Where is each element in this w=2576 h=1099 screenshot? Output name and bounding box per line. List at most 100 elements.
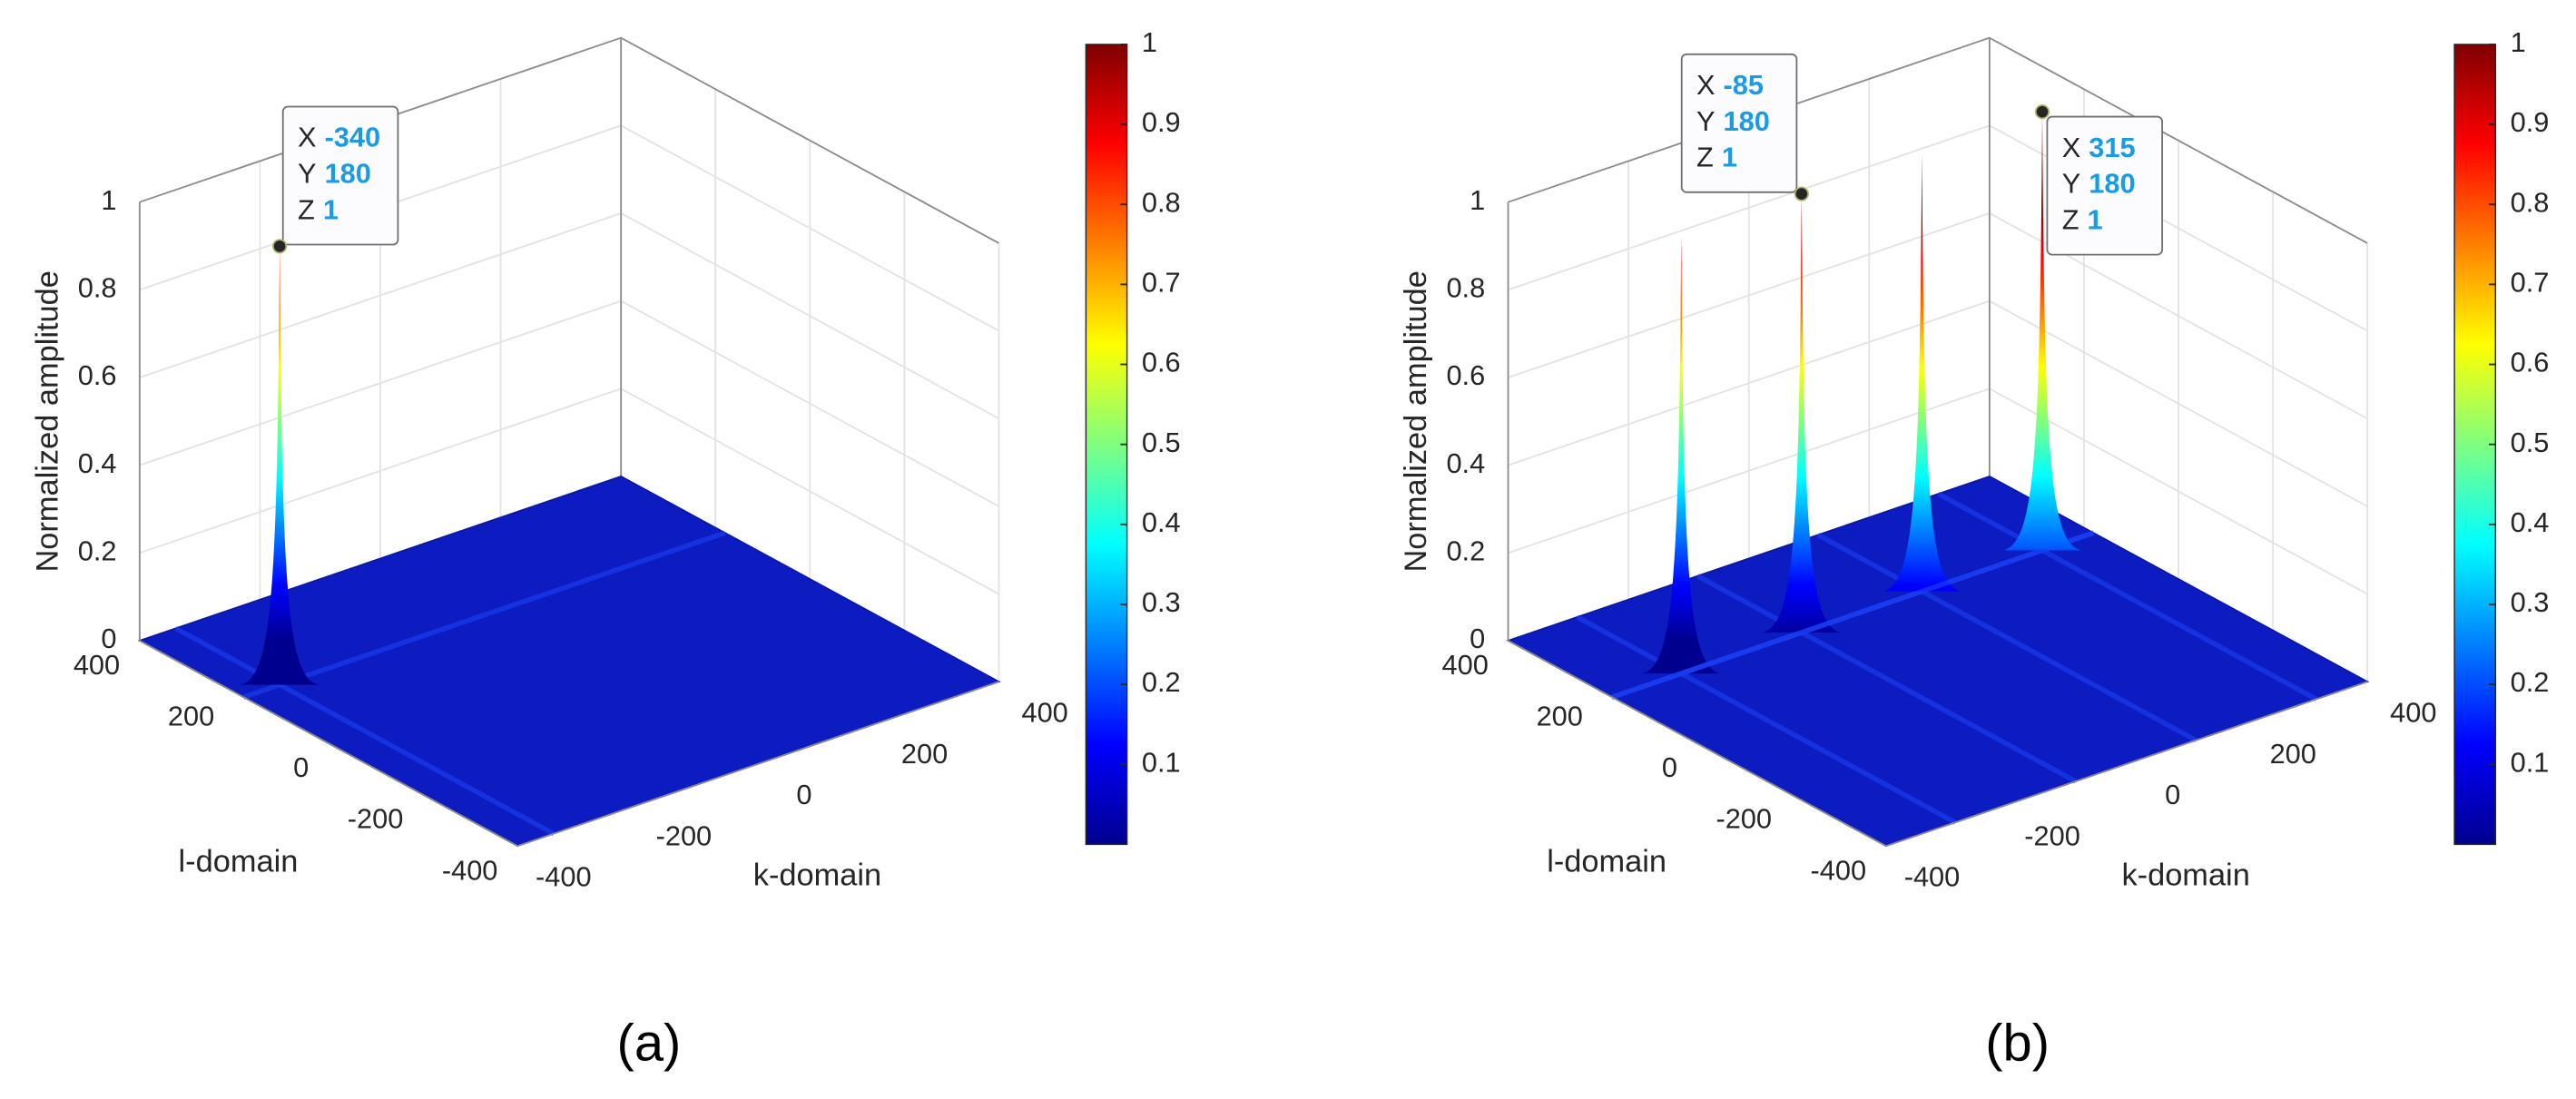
datatip-value: 1 xyxy=(1722,142,1737,173)
colorbar-tick-label: 0.7 xyxy=(1142,266,1181,298)
colorbar-tick-label: 0.2 xyxy=(2511,666,2550,698)
ridge xyxy=(1611,530,2095,700)
z-tick-label: 0.4 xyxy=(78,447,117,479)
ridge xyxy=(174,625,556,837)
z-tick-label: 0 xyxy=(1470,623,1485,654)
datatip-row: Y 180 xyxy=(298,158,371,190)
datatip-label: Z xyxy=(1696,142,1714,173)
peak xyxy=(2002,112,2082,551)
datatip-label: Y xyxy=(1696,105,1716,137)
z-axis-label: Normalized amplitude xyxy=(1399,270,1433,572)
datatip-label: Z xyxy=(298,193,315,225)
datatip-value: -340 xyxy=(325,122,381,153)
z-tick-label: 0.2 xyxy=(1446,535,1485,566)
colorbar xyxy=(2453,44,2497,846)
datatip-row: X -85 xyxy=(1696,69,1764,101)
peak xyxy=(1762,193,1842,633)
y-tick-label: 400 xyxy=(1442,649,1489,681)
z-tick-label: 0.6 xyxy=(1446,359,1485,391)
datatip-row: Y 180 xyxy=(1696,105,1770,137)
y-tick-label: 200 xyxy=(1537,701,1583,732)
panel-label: (b) xyxy=(1985,1014,2050,1072)
datatip-box xyxy=(1680,53,1798,193)
colorbar-tick-label: 0.1 xyxy=(2511,746,2550,778)
colorbar-tick-label: 0.5 xyxy=(2511,427,2550,458)
colorbar-tick-label: 0.4 xyxy=(2511,506,2550,538)
y-tick-label: 0 xyxy=(1662,751,1677,783)
colorbar-tick-label: 0.8 xyxy=(1142,186,1181,218)
datatip-marker xyxy=(271,239,288,254)
datatip-value: -85 xyxy=(1724,69,1764,101)
z-tick-label: 1 xyxy=(101,184,116,216)
x-tick-label: -200 xyxy=(2024,819,2080,851)
x-axis-label: k-domain xyxy=(2121,859,2249,893)
peak xyxy=(1641,234,1721,674)
colorbar-tick-label: 1 xyxy=(1142,26,1157,58)
y-axis-label: l-domain xyxy=(1547,844,1667,878)
colorbar-tick-label: 0.1 xyxy=(1142,746,1181,778)
y-tick-label: 200 xyxy=(168,701,214,732)
x-tick-label: 0 xyxy=(796,779,811,810)
x-tick-label: 400 xyxy=(1021,697,1067,729)
z-tick-label: 0 xyxy=(101,623,116,654)
datatip-label: Z xyxy=(2062,204,2079,236)
axis-edge xyxy=(138,201,999,848)
colorbar-tick-label: 0.3 xyxy=(1142,586,1181,618)
x-tick-label: 200 xyxy=(2270,738,2316,770)
x-tick-label: 200 xyxy=(901,738,948,770)
datatip-label: Y xyxy=(2062,168,2081,200)
ridge xyxy=(1576,614,1957,825)
z-tick-label: 0.8 xyxy=(78,271,117,303)
ridge xyxy=(1696,574,2077,784)
panel-label: (a) xyxy=(617,1014,682,1072)
y-axis-label: l-domain xyxy=(179,844,299,878)
y-tick-label: -200 xyxy=(1716,803,1772,835)
colorbar-tick-label: 0.6 xyxy=(2511,347,2550,378)
x-tick-label: 400 xyxy=(2390,697,2436,729)
ridge xyxy=(242,530,726,700)
datatip-marker xyxy=(1794,186,1809,201)
z-tick-label: 0.6 xyxy=(78,359,117,391)
y-tick-label: 0 xyxy=(293,751,309,783)
z-tick-label: 1 xyxy=(1470,184,1485,216)
datatip-box xyxy=(2046,115,2164,256)
colorbar-tick-label: 0.5 xyxy=(1142,427,1181,458)
datatip-value: 1 xyxy=(2088,204,2103,236)
y-tick-label: 400 xyxy=(74,649,120,681)
x-tick-label: -400 xyxy=(536,861,592,893)
x-axis-label: k-domain xyxy=(753,859,881,893)
colorbar-tick-label: 1 xyxy=(2511,26,2526,58)
z-tick-label: 0.8 xyxy=(1446,271,1485,303)
y-tick-label: -400 xyxy=(442,854,498,886)
datatip-row: Y 180 xyxy=(2062,168,2136,200)
datatip-box xyxy=(281,105,399,246)
colorbar-tick-label: 0.8 xyxy=(2511,186,2550,218)
datatip-marker xyxy=(2034,104,2050,120)
datatip-value: 315 xyxy=(2089,132,2135,163)
ridge xyxy=(1816,533,2197,743)
colorbar-tick-label: 0.9 xyxy=(1142,106,1181,138)
y-tick-label: -400 xyxy=(1811,854,1867,886)
datatip-value: 180 xyxy=(325,158,371,190)
peak xyxy=(1882,152,1961,592)
y-tick-label: -200 xyxy=(348,803,404,835)
datatip-label: Y xyxy=(298,158,317,190)
colorbar-tick-label: 0.3 xyxy=(2511,586,2550,618)
x-tick-label: -200 xyxy=(656,819,713,851)
datatip-value: 180 xyxy=(1724,105,1770,137)
datatip-label: X xyxy=(2062,132,2081,163)
datatip-value: 1 xyxy=(323,193,339,225)
datatip-value: 180 xyxy=(2089,168,2135,200)
colorbar-tick-label: 0.9 xyxy=(2511,106,2550,138)
x-tick-label: -400 xyxy=(1904,861,1961,893)
datatip-label: X xyxy=(298,122,317,153)
colorbar-tick-label: 0.7 xyxy=(2511,266,2550,298)
z-tick-label: 0.2 xyxy=(78,535,117,566)
datatip-label: X xyxy=(1696,69,1716,101)
datatip-row: X 315 xyxy=(2062,132,2136,163)
